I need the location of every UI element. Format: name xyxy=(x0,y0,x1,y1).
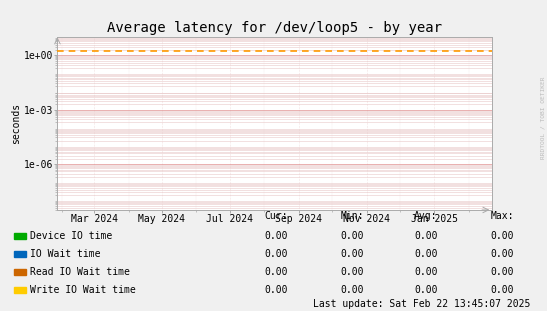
Text: 0.00: 0.00 xyxy=(491,285,514,295)
Text: 0.00: 0.00 xyxy=(265,267,288,277)
Text: 0.00: 0.00 xyxy=(340,285,364,295)
Text: 0.00: 0.00 xyxy=(265,249,288,259)
Text: 0.00: 0.00 xyxy=(340,249,364,259)
Text: 0.00: 0.00 xyxy=(491,231,514,241)
Text: Read IO Wait time: Read IO Wait time xyxy=(30,267,130,277)
Text: 0.00: 0.00 xyxy=(414,231,438,241)
Text: 0.00: 0.00 xyxy=(340,231,364,241)
Text: 0.00: 0.00 xyxy=(340,267,364,277)
Text: Max:: Max: xyxy=(491,211,514,221)
Text: RRDTOOL / TOBI OETIKER: RRDTOOL / TOBI OETIKER xyxy=(541,77,546,160)
Text: 0.00: 0.00 xyxy=(491,249,514,259)
Text: 0.00: 0.00 xyxy=(414,249,438,259)
Text: 0.00: 0.00 xyxy=(265,285,288,295)
Text: 0.00: 0.00 xyxy=(491,267,514,277)
Text: 0.00: 0.00 xyxy=(414,285,438,295)
Text: Last update: Sat Feb 22 13:45:07 2025: Last update: Sat Feb 22 13:45:07 2025 xyxy=(313,299,531,309)
Text: Cur:: Cur: xyxy=(265,211,288,221)
Text: Write IO Wait time: Write IO Wait time xyxy=(30,285,136,295)
Text: Device IO time: Device IO time xyxy=(30,231,112,241)
Text: 0.00: 0.00 xyxy=(265,231,288,241)
Title: Average latency for /dev/loop5 - by year: Average latency for /dev/loop5 - by year xyxy=(107,21,443,35)
Text: Min:: Min: xyxy=(340,211,364,221)
Y-axis label: seconds: seconds xyxy=(11,103,21,144)
Text: Avg:: Avg: xyxy=(414,211,438,221)
Text: IO Wait time: IO Wait time xyxy=(30,249,101,259)
Text: 0.00: 0.00 xyxy=(414,267,438,277)
